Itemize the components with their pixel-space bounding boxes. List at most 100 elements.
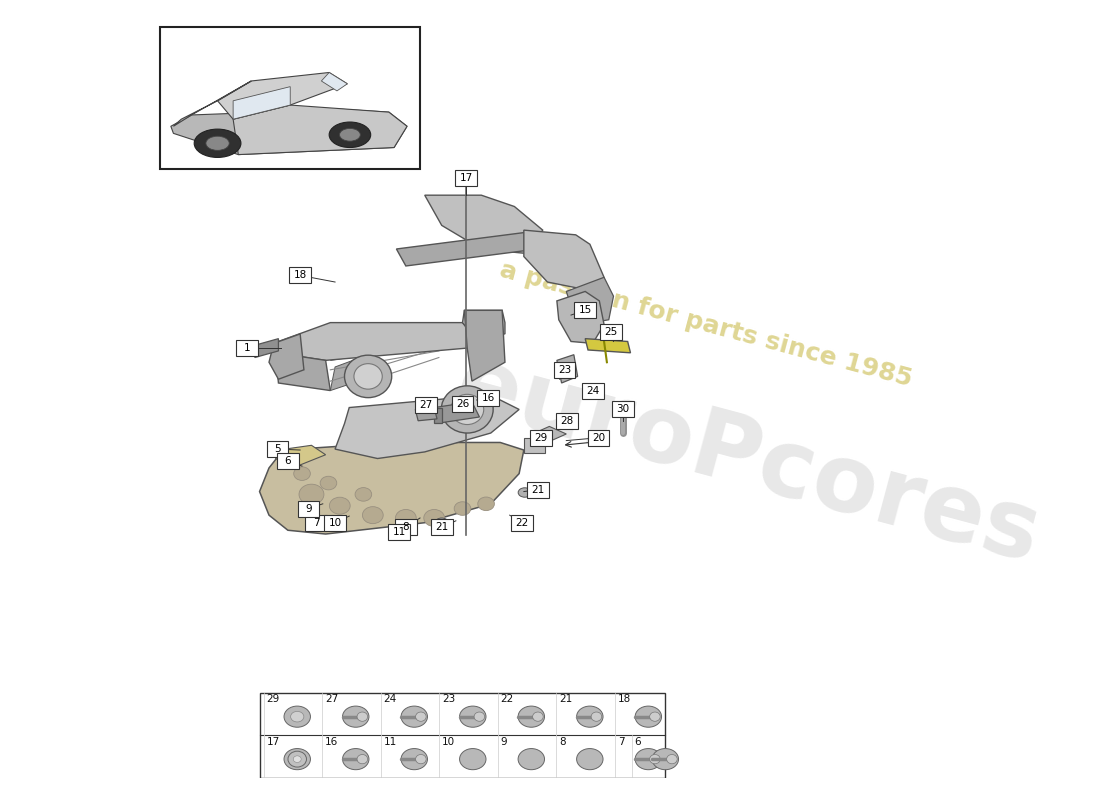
Polygon shape (557, 354, 578, 383)
FancyBboxPatch shape (236, 340, 258, 356)
Polygon shape (218, 73, 348, 119)
Text: 1: 1 (244, 343, 251, 353)
FancyBboxPatch shape (289, 267, 311, 283)
Ellipse shape (518, 488, 531, 498)
Ellipse shape (329, 498, 350, 514)
Text: 24: 24 (586, 386, 600, 395)
Polygon shape (532, 426, 566, 442)
Text: 18: 18 (294, 270, 307, 281)
Polygon shape (321, 73, 348, 91)
Polygon shape (276, 353, 330, 390)
FancyBboxPatch shape (553, 362, 575, 378)
Polygon shape (330, 358, 361, 390)
Polygon shape (276, 446, 326, 466)
Text: 27: 27 (419, 400, 432, 410)
Polygon shape (260, 442, 524, 534)
Text: 15: 15 (579, 306, 592, 315)
Ellipse shape (342, 706, 369, 727)
Polygon shape (330, 334, 462, 360)
FancyBboxPatch shape (266, 441, 288, 457)
Ellipse shape (195, 129, 241, 158)
Polygon shape (255, 338, 278, 358)
Text: 23: 23 (558, 365, 571, 374)
Ellipse shape (206, 136, 229, 150)
Text: 16: 16 (482, 393, 495, 403)
FancyBboxPatch shape (557, 413, 579, 429)
FancyBboxPatch shape (277, 454, 299, 470)
Ellipse shape (358, 712, 367, 722)
Ellipse shape (667, 754, 678, 764)
Ellipse shape (299, 484, 323, 505)
Polygon shape (434, 402, 480, 422)
Polygon shape (557, 291, 604, 343)
Bar (260, 693, 666, 778)
Ellipse shape (532, 712, 543, 722)
Text: 29: 29 (266, 694, 279, 705)
Ellipse shape (342, 749, 369, 770)
Ellipse shape (344, 355, 392, 398)
Ellipse shape (460, 749, 486, 770)
Ellipse shape (635, 706, 661, 727)
FancyBboxPatch shape (527, 482, 549, 498)
Text: 27: 27 (324, 694, 339, 705)
Ellipse shape (436, 518, 449, 527)
Ellipse shape (460, 706, 486, 727)
Bar (161, 27, 420, 169)
Ellipse shape (284, 706, 310, 727)
Ellipse shape (652, 749, 679, 770)
Ellipse shape (340, 129, 361, 141)
Text: 6: 6 (635, 737, 641, 747)
FancyBboxPatch shape (395, 519, 417, 535)
Text: 17: 17 (266, 737, 279, 747)
FancyBboxPatch shape (574, 302, 596, 318)
Ellipse shape (355, 487, 372, 501)
Text: 10: 10 (329, 518, 342, 528)
FancyBboxPatch shape (512, 514, 532, 530)
FancyBboxPatch shape (582, 382, 604, 398)
Text: 9: 9 (500, 737, 507, 747)
Ellipse shape (294, 467, 310, 481)
Polygon shape (566, 278, 614, 325)
Text: 23: 23 (442, 694, 455, 705)
Ellipse shape (451, 394, 484, 425)
FancyBboxPatch shape (388, 524, 410, 540)
Text: 25: 25 (604, 327, 617, 337)
Text: 18: 18 (617, 694, 631, 705)
Text: 7: 7 (617, 737, 624, 747)
Ellipse shape (362, 506, 383, 524)
Ellipse shape (402, 706, 428, 727)
Text: 21: 21 (531, 485, 544, 494)
Polygon shape (462, 310, 505, 334)
Text: 11: 11 (393, 527, 406, 537)
Text: 30: 30 (616, 405, 629, 414)
Polygon shape (170, 110, 407, 154)
Ellipse shape (650, 712, 660, 722)
Polygon shape (174, 81, 251, 126)
Polygon shape (233, 105, 407, 154)
Ellipse shape (290, 711, 304, 722)
Text: a passion for parts since 1985: a passion for parts since 1985 (497, 258, 915, 391)
Polygon shape (434, 407, 442, 422)
Ellipse shape (441, 386, 493, 433)
Polygon shape (416, 407, 437, 421)
Ellipse shape (635, 749, 661, 770)
Text: 22: 22 (500, 694, 514, 705)
FancyBboxPatch shape (612, 402, 634, 418)
Text: 9: 9 (306, 503, 312, 514)
Polygon shape (524, 230, 604, 291)
FancyBboxPatch shape (415, 397, 437, 413)
FancyBboxPatch shape (587, 430, 609, 446)
FancyBboxPatch shape (530, 430, 552, 446)
Ellipse shape (354, 364, 383, 389)
FancyBboxPatch shape (298, 501, 319, 517)
Text: 26: 26 (455, 398, 469, 409)
Text: 5: 5 (274, 444, 280, 454)
FancyBboxPatch shape (324, 514, 345, 530)
Text: 11: 11 (384, 737, 397, 747)
Ellipse shape (402, 749, 428, 770)
Text: 6: 6 (285, 456, 292, 466)
Polygon shape (425, 195, 542, 254)
Text: 10: 10 (442, 737, 455, 747)
FancyBboxPatch shape (600, 324, 621, 340)
Text: 17: 17 (460, 173, 473, 183)
